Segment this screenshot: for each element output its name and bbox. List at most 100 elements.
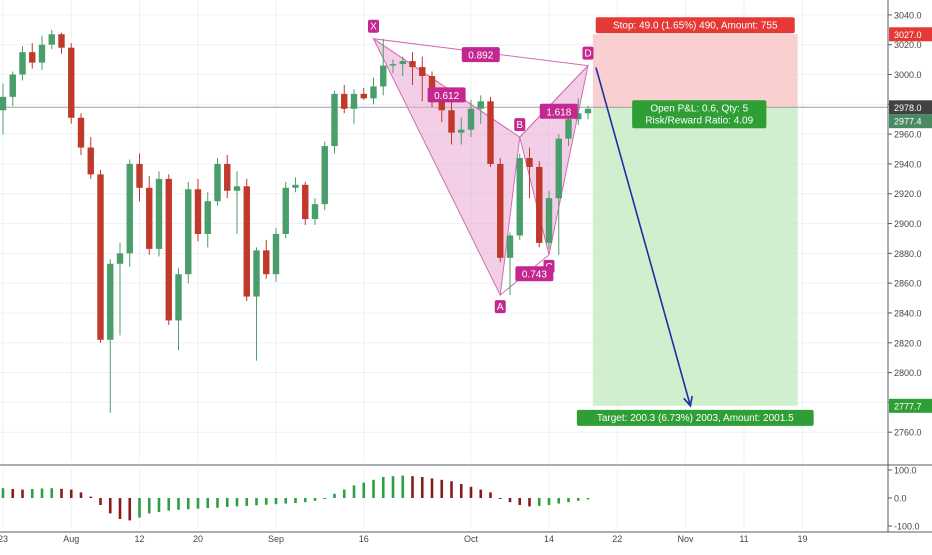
candle[interactable]	[146, 175, 153, 255]
candle-body	[68, 47, 75, 118]
candle[interactable]	[243, 178, 250, 302]
candle[interactable]	[419, 56, 426, 102]
profit-target-zone[interactable]	[592, 107, 798, 406]
candle[interactable]	[175, 268, 182, 351]
candle[interactable]	[526, 147, 533, 199]
pattern-ratio-badge	[461, 47, 500, 63]
candle[interactable]	[253, 247, 260, 361]
candle-body	[487, 101, 494, 164]
time-axis[interactable]: 23 Aug 12 20 Sep 16 Oct 14 22 Nov 11 19	[0, 531, 932, 544]
candle[interactable]	[311, 198, 319, 226]
oscillator-bar	[245, 498, 249, 506]
candle[interactable]	[380, 38, 387, 96]
candle[interactable]	[233, 171, 241, 234]
candle[interactable]	[506, 232, 514, 296]
candle[interactable]	[38, 35, 46, 71]
pnl-label-text: Risk/Reward Ratio: 4.09	[645, 115, 753, 126]
candle-body	[233, 186, 241, 191]
candle-body	[458, 129, 465, 133]
candle[interactable]	[350, 89, 358, 124]
candle[interactable]	[29, 43, 36, 69]
oscillator-bar	[391, 476, 395, 498]
target-label: Target: 200.3 (6.73%) 2003, Amount: 2001…	[576, 409, 814, 426]
oscillator-bar	[586, 498, 590, 500]
price-tag: 3027.0	[889, 27, 932, 42]
candle[interactable]	[545, 190, 553, 249]
candle[interactable]	[185, 181, 192, 284]
oscillator-bar	[333, 493, 336, 498]
candle-body	[126, 163, 133, 254]
candle[interactable]	[409, 52, 416, 85]
candle[interactable]	[68, 43, 75, 124]
candle[interactable]	[536, 160, 543, 248]
candle[interactable]	[0, 83, 7, 135]
candles-layer[interactable]	[0, 29, 592, 413]
candle[interactable]	[9, 71, 16, 106]
candle[interactable]	[194, 178, 202, 242]
candle[interactable]	[448, 98, 455, 145]
candle[interactable]	[575, 98, 582, 126]
candle[interactable]	[97, 169, 104, 343]
candle[interactable]	[116, 242, 124, 336]
pattern-point-badge	[514, 118, 526, 132]
candle[interactable]	[458, 117, 465, 145]
candle[interactable]	[87, 137, 94, 179]
candle[interactable]	[136, 153, 143, 202]
candle[interactable]	[224, 154, 231, 199]
oscillator-bar	[167, 498, 171, 511]
stop-loss-zone[interactable]	[592, 34, 798, 108]
candle[interactable]	[58, 32, 65, 54]
candle[interactable]	[302, 181, 309, 226]
candle[interactable]	[487, 96, 494, 167]
oscillator-bar	[138, 498, 141, 518]
candle[interactable]	[77, 113, 85, 155]
oscillator-bar	[177, 498, 180, 510]
oscillator-bar	[430, 478, 434, 498]
candle[interactable]	[555, 134, 562, 255]
candle[interactable]	[389, 59, 397, 74]
oscillator-bar	[69, 489, 73, 498]
candle[interactable]	[204, 192, 211, 248]
time-tick-label: 16	[359, 534, 369, 544]
candle-body	[321, 146, 328, 205]
oscillator-pane[interactable]: 100.0 0.0 -100.0	[1, 466, 920, 532]
candle[interactable]	[331, 90, 338, 154]
candle[interactable]	[155, 171, 163, 257]
candle[interactable]	[516, 153, 523, 240]
pattern-point-badge	[582, 46, 594, 60]
candle-body	[555, 138, 562, 199]
candle[interactable]	[399, 56, 406, 77]
candle-body	[331, 93, 338, 147]
price-tick-label: 3020.0	[894, 40, 922, 50]
candle[interactable]	[584, 105, 592, 120]
candle[interactable]	[321, 141, 328, 211]
stop-label: Stop: 49.0 (1.65%) 490, Amount: 755	[595, 17, 795, 34]
candle[interactable]	[19, 46, 26, 81]
candle[interactable]	[497, 157, 504, 263]
pattern-point-label: X	[370, 22, 377, 33]
candle[interactable]	[263, 239, 270, 279]
candle[interactable]	[107, 259, 114, 413]
osc-tick-label: -100.0	[894, 522, 920, 532]
candle[interactable]	[467, 99, 475, 138]
price-axis[interactable]: 3040.03020.03000.02980.02960.02940.02920…	[887, 0, 932, 532]
candle[interactable]	[165, 174, 172, 325]
price-tag-bg	[889, 398, 932, 413]
projection-arrow[interactable]	[595, 67, 693, 408]
candle[interactable]	[272, 228, 280, 282]
candle[interactable]	[477, 95, 484, 124]
candle[interactable]	[292, 177, 299, 193]
stop-label-bg	[595, 17, 795, 34]
pattern-ratio: 0.612	[427, 87, 466, 103]
candle[interactable]	[370, 77, 377, 105]
candle[interactable]	[126, 159, 133, 267]
candle[interactable]	[341, 84, 348, 114]
candle[interactable]	[360, 87, 367, 100]
candle-body	[409, 61, 416, 68]
candle[interactable]	[282, 181, 289, 239]
candle[interactable]	[48, 29, 55, 50]
candle[interactable]	[214, 157, 221, 206]
